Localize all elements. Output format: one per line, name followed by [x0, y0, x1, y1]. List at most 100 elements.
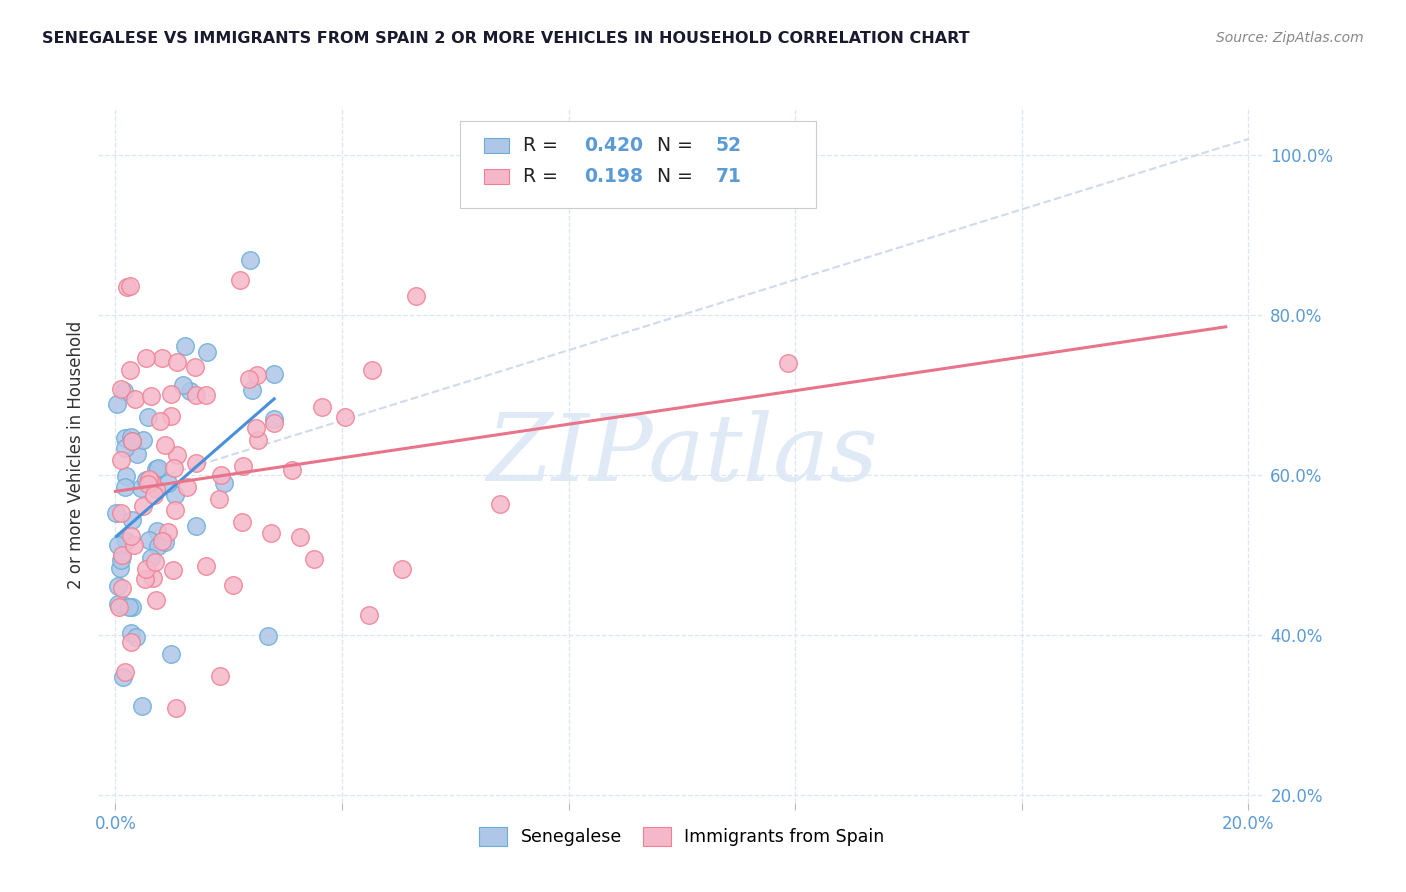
Point: [107, 579, 129, 593]
Point: [239, 252, 262, 267]
Point: [136, 477, 159, 491]
Point: [160, 409, 183, 423]
Point: [138, 533, 160, 547]
Point: [146, 460, 169, 475]
Point: [112, 670, 135, 684]
Point: [160, 386, 183, 401]
Text: 71: 71: [716, 167, 741, 186]
Point: [281, 462, 304, 476]
Point: [105, 507, 128, 521]
Point: [141, 474, 163, 488]
Point: [160, 648, 183, 662]
Point: [132, 500, 155, 514]
Point: [136, 409, 159, 424]
Point: [114, 480, 136, 494]
Point: [179, 384, 201, 398]
Point: [121, 600, 143, 615]
Point: [229, 273, 252, 287]
Point: [302, 552, 325, 566]
Point: [135, 351, 157, 365]
Point: [145, 593, 167, 607]
Point: [110, 552, 132, 566]
Point: [195, 345, 218, 359]
Text: N =: N =: [658, 136, 699, 155]
Point: [240, 383, 263, 397]
Point: [111, 549, 134, 563]
Point: [166, 448, 188, 462]
Point: [112, 384, 135, 399]
Point: [145, 482, 167, 496]
Point: [124, 538, 146, 552]
Point: [186, 519, 208, 533]
Text: Source: ZipAtlas.com: Source: ZipAtlas.com: [1216, 31, 1364, 45]
Point: [114, 665, 136, 679]
Point: [114, 441, 136, 455]
Point: [165, 488, 187, 502]
Text: 0.420: 0.420: [583, 136, 643, 155]
Point: [263, 412, 285, 426]
Point: [208, 491, 231, 506]
Point: [263, 416, 285, 430]
Point: [138, 473, 160, 487]
Point: [150, 534, 173, 549]
Point: [166, 355, 188, 369]
Text: R =: R =: [523, 136, 564, 155]
Point: [257, 629, 280, 643]
Point: [114, 431, 136, 445]
Point: [141, 551, 163, 566]
Point: [120, 635, 142, 649]
Point: [290, 530, 312, 544]
Point: [184, 360, 207, 375]
Point: [131, 698, 153, 713]
Text: 52: 52: [716, 136, 742, 155]
Point: [195, 388, 218, 402]
Text: ZIPatlas: ZIPatlas: [486, 410, 877, 500]
Point: [125, 446, 148, 460]
Point: [149, 414, 172, 428]
Point: [112, 598, 135, 612]
Point: [107, 597, 129, 611]
FancyBboxPatch shape: [460, 121, 815, 208]
Point: [247, 433, 270, 447]
Point: [110, 506, 132, 520]
Point: [118, 363, 141, 377]
Point: [129, 481, 152, 495]
Point: [156, 475, 179, 490]
Point: [125, 630, 148, 644]
Point: [142, 488, 165, 502]
Point: [121, 513, 143, 527]
Point: [134, 572, 156, 586]
Point: [108, 600, 131, 615]
Point: [124, 392, 146, 406]
Point: [194, 559, 217, 574]
Point: [172, 377, 194, 392]
Y-axis label: 2 or more Vehicles in Household: 2 or more Vehicles in Household: [67, 321, 86, 589]
Text: R =: R =: [523, 167, 564, 186]
Point: [120, 626, 142, 640]
Point: [333, 409, 356, 424]
Point: [111, 581, 134, 595]
Point: [148, 540, 170, 554]
Point: [118, 600, 141, 615]
Point: [212, 475, 235, 490]
Point: [139, 389, 162, 403]
Point: [489, 497, 512, 511]
Point: [360, 363, 382, 377]
Point: [110, 382, 132, 396]
Point: [146, 463, 169, 477]
Point: [311, 400, 333, 414]
Text: SENEGALESE VS IMMIGRANTS FROM SPAIN 2 OR MORE VEHICLES IN HOUSEHOLD CORRELATION : SENEGALESE VS IMMIGRANTS FROM SPAIN 2 OR…: [42, 31, 970, 46]
Point: [165, 502, 187, 516]
Point: [108, 561, 131, 575]
Point: [153, 438, 176, 452]
Point: [146, 524, 169, 538]
Point: [209, 467, 232, 482]
Point: [132, 433, 155, 447]
Point: [263, 368, 285, 382]
Point: [232, 458, 254, 473]
Point: [107, 538, 129, 552]
Point: [150, 351, 173, 365]
Point: [162, 460, 184, 475]
Point: [238, 372, 260, 386]
Point: [359, 607, 381, 622]
